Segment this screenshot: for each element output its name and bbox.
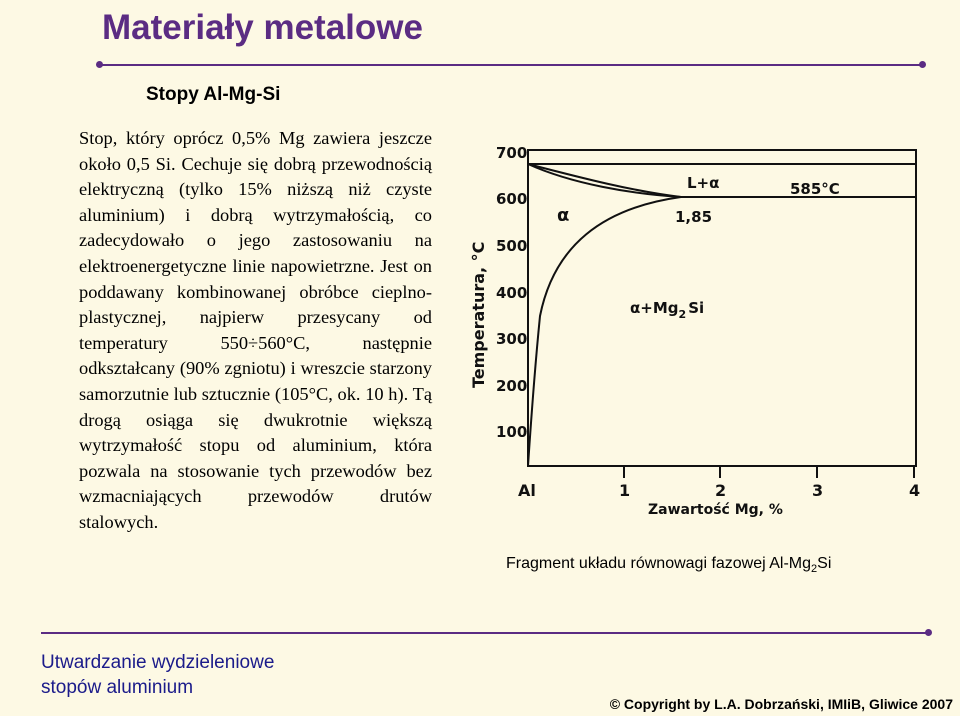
bottom-rule [41,632,928,634]
x-tick-label: Al [518,481,536,500]
section-title: Utwardzanie wydzieleniowe stopów alumini… [41,650,274,700]
diagram-caption: Fragment układu równowagi fazowej Al-Mg2… [506,555,831,575]
liquidus-curve [527,163,682,198]
x-tick-label: 3 [812,481,823,500]
region-label-alpha-mg2si-suffix: Si [688,299,704,317]
region-label-alpha: α [557,205,569,226]
region-label-alpha-mg2si-sub: 2 [679,308,687,321]
eutectic-temperature-label: 585°C [790,180,840,198]
top-rule [100,64,922,66]
caption-suffix: Si [817,555,832,572]
region-label-liquid-alpha: L+α [687,174,719,192]
body-paragraph: Stop, który oprócz 0,5% Mg zawiera jeszc… [79,128,432,532]
page-title: Materiały metalowe [102,8,423,47]
x-tick-label: 2 [715,481,726,500]
bottom-rule-dot [925,629,932,636]
x-axis-label: Zawartość Mg, % [648,502,783,518]
phase-diagram: Temperatura, °C 700 600 500 400 300 200 … [469,144,920,518]
solidus-curve [527,163,682,198]
x-tick-label: 1 [619,481,630,500]
y-tick-label: 400 [496,284,527,302]
x-tick-label: 4 [909,481,920,500]
plot-frame [527,149,917,467]
copyright-notice: © Copyright by L.A. Dobrzański, IMIiB, G… [609,696,953,712]
region-label-alpha-mg2si: α+Mg2 Si [630,299,704,321]
section-title-line1: Utwardzanie wydzieleniowe [41,652,275,673]
section-title-line2: stopów aluminium [41,677,194,698]
y-axis-label: Temperatura, °C [469,242,488,388]
y-tick-label: 600 [496,190,527,208]
y-tick-label: 300 [496,330,527,348]
y-tick-label: 500 [496,237,527,255]
caption-prefix: Fragment układu równowagi fazowej Al-Mg [506,555,812,572]
y-tick-label: 200 [496,377,527,395]
top-rule-right-dot [919,61,926,68]
caption-sub: 2 [811,563,818,576]
region-label-alpha-mg2si-main: α+Mg [630,299,679,317]
y-tick-label: 700 [496,144,527,162]
slide-subtitle: Stopy Al-Mg-Si [146,84,281,105]
y-tick-label: 100 [496,423,527,441]
top-rule-left-dot [96,61,103,68]
eutectic-point-label: 1,85 [675,208,712,226]
solvus-curve [527,196,682,467]
